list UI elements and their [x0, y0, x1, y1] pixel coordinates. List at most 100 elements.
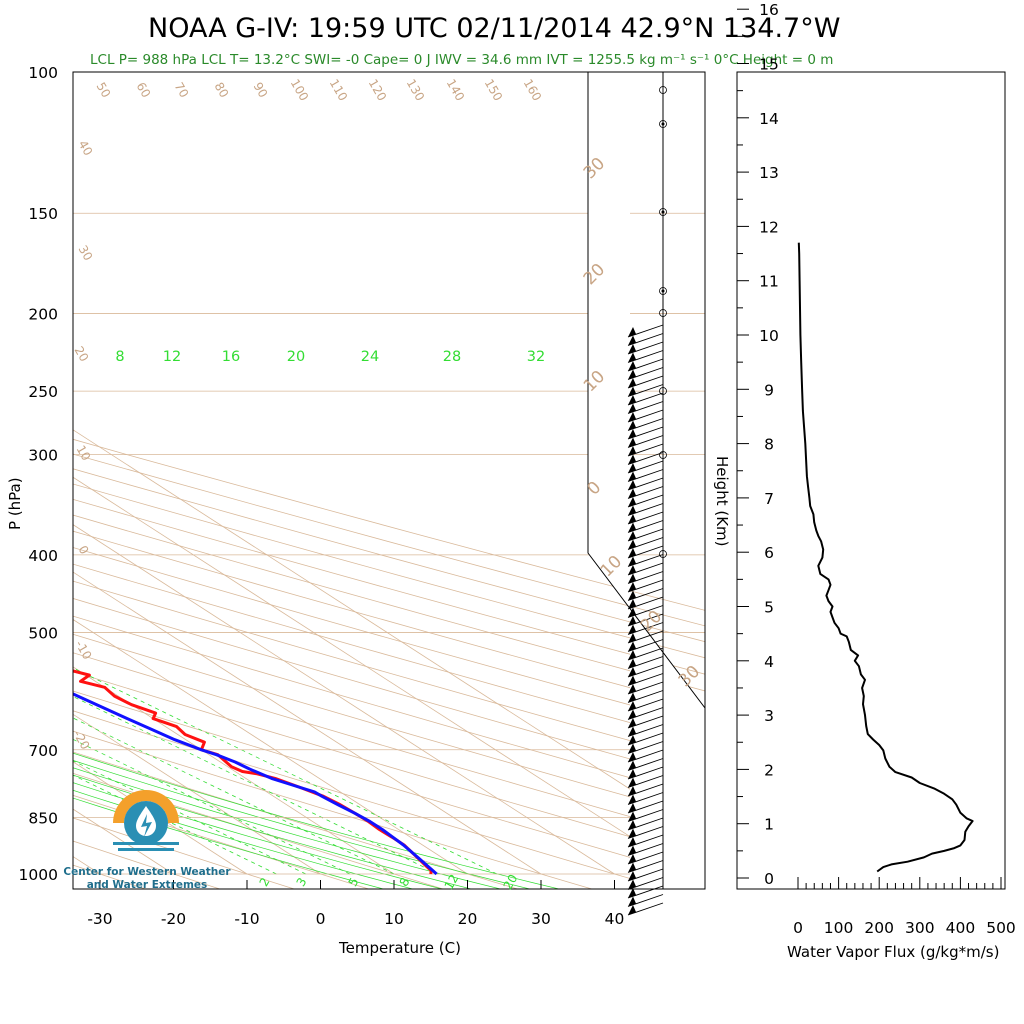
cw3e-logo: Center for Western Weather and Water Ext… [63, 790, 231, 891]
moist-adiabat-line [73, 774, 473, 889]
wind-barb-flag [628, 505, 636, 516]
wind-barb-flag [628, 539, 636, 550]
adiabat-label: 70 [172, 80, 192, 100]
adiabat-label: 150 [482, 77, 506, 104]
height-tick-label: 10 [759, 327, 779, 345]
wind-barb-flag [628, 488, 636, 499]
wind-barb-shaft [627, 324, 664, 338]
wind-barb-flag [628, 667, 636, 677]
adiabat-label: 130 [404, 77, 428, 104]
wind-barb-flag [628, 845, 636, 856]
dry-adiabat-line [73, 652, 705, 839]
wind-barb-shaft [627, 375, 664, 389]
isotherm-line [73, 666, 395, 875]
height-tick-label: 5 [764, 599, 774, 617]
wind-barb-shaft [627, 647, 664, 661]
calm-circle [659, 550, 667, 558]
moist-adiabat-label: 32 [527, 349, 545, 365]
wind-barb-flag [628, 429, 636, 439]
wind-barb-flag [628, 522, 636, 533]
wind-barb-shaft [627, 401, 664, 414]
height-tick-label: 13 [759, 164, 779, 182]
isotherm-line [0, 72, 27, 874]
moist-adiabat-label: 16 [222, 349, 240, 365]
wind-barb-shaft [627, 766, 664, 780]
temperature-tick-label: 20 [458, 910, 478, 928]
adiabat-label: 120 [366, 77, 390, 104]
flux-axis-label: Water Vapor Flux (g/kg*m/s) [787, 943, 999, 961]
moist-adiabat-line [73, 767, 502, 889]
calm-circle [659, 287, 667, 295]
wind-barb-flag [628, 335, 636, 346]
moist-adiabat-label: 8 [115, 349, 124, 365]
wind-barb-flag [628, 862, 636, 873]
wind-barb-background [588, 72, 705, 889]
wind-barb-shaft [627, 350, 664, 363]
flux-frame [736, 71, 1006, 890]
wind-barb-flag [628, 871, 636, 881]
mixing-ratio-line [73, 667, 498, 875]
adiabat-label: 160 [521, 77, 545, 104]
wind-barb-flag [628, 480, 636, 490]
wind-barb-flag [628, 675, 636, 686]
wind-barb-flag [628, 743, 636, 754]
wind-barb-flag [628, 692, 636, 703]
wind-barb-shaft [627, 418, 664, 431]
moist-adiabat-label: 20 [287, 349, 305, 365]
wind-barb-shaft [627, 724, 664, 737]
wind-barb-flag [628, 548, 636, 558]
temperature-tick-label: -10 [234, 910, 259, 928]
wind-barb-flag [628, 896, 636, 907]
height-tick-label: 6 [764, 544, 774, 562]
logo-line-2: and Water Extremes [87, 879, 208, 891]
pressure-tick-label: 200 [28, 305, 58, 323]
wind-barb-shaft [627, 894, 664, 907]
pressure-tick-label: 250 [28, 383, 58, 401]
wind-barb-shaft [627, 673, 664, 686]
pressure-tick-label: 850 [28, 809, 58, 827]
skewt-frame [72, 71, 706, 890]
wind-barb-shaft [627, 460, 664, 474]
adiabat-label: 60 [134, 80, 154, 100]
height-tick-label: 2 [764, 761, 774, 779]
wind-barb-flag [628, 573, 636, 584]
wind-barb-flag [628, 378, 636, 388]
dry-adiabat-line [73, 633, 705, 819]
wind-barb-flag [628, 811, 636, 822]
temperature-tick-label: 10 [384, 910, 404, 928]
wind-barb-shaft [627, 503, 664, 516]
calm-circle [659, 451, 667, 459]
wind-barb-shaft [627, 596, 664, 610]
logo-wave-2 [118, 848, 174, 851]
pressure-ticks: 100 150 200 250 300 400 500 700 850 1000 [19, 64, 58, 884]
wind-barb-shaft [627, 426, 664, 440]
wind-barb-flag [628, 327, 636, 337]
wind-barb-shaft [627, 792, 664, 805]
flux-tick-label: 500 [986, 919, 1016, 937]
wind-barb-flag [628, 735, 636, 745]
mixing-ratio-line [73, 760, 306, 875]
wind-barb-shaft [627, 341, 664, 355]
logo-sun-arc [113, 790, 179, 823]
mixing-ratio-label: 12 [442, 872, 462, 892]
wind-barb-shaft [627, 817, 664, 831]
wind-barb-flag [628, 531, 636, 541]
wind-barbs [627, 72, 667, 916]
wind-barb-flag [628, 599, 636, 609]
wind-barb-flag [628, 361, 636, 371]
wind-barb-shaft [627, 486, 664, 499]
dry-adiabat-line [73, 794, 371, 889]
dry-adiabat-line [73, 615, 705, 800]
wind-barb-flag [628, 454, 636, 465]
temperature-tick-label: 0 [316, 910, 326, 928]
wind-barb-flag [628, 658, 636, 669]
water-vapor-flux-line [797, 242, 974, 873]
wind-barb-shaft [627, 758, 664, 771]
wind-barb-shaft [627, 741, 664, 754]
logo-line-1: Center for Western Weather [63, 866, 231, 878]
wind-barb-flag [628, 514, 636, 524]
wind-barb-shaft [627, 477, 664, 491]
height-axis-label: Height (Km) [713, 456, 731, 547]
calm-circle [659, 86, 667, 94]
